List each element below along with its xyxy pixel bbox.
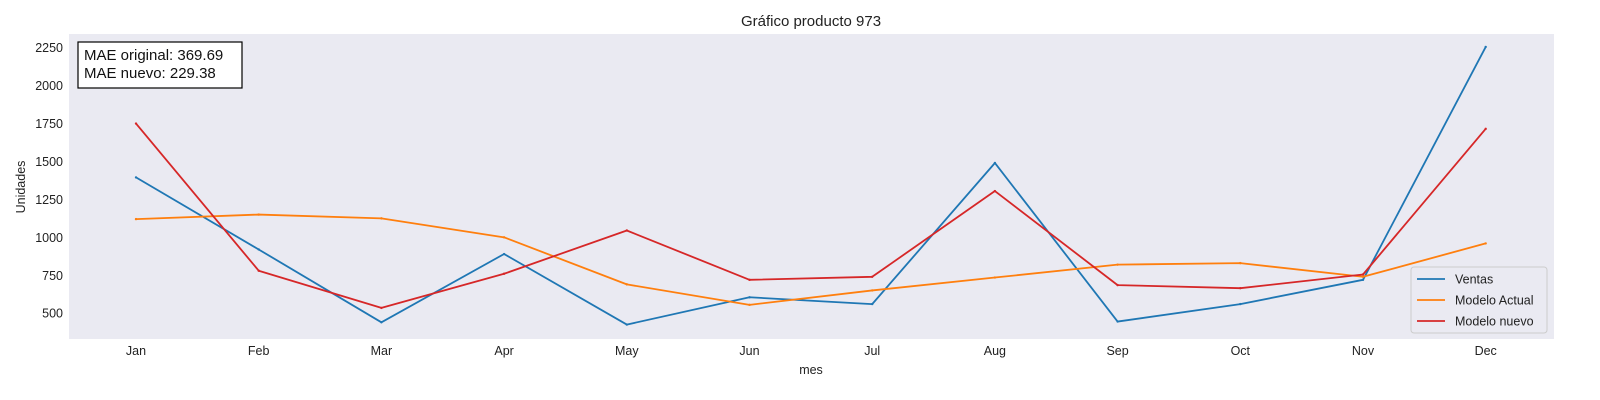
data-point	[134, 122, 138, 125]
data-point	[134, 217, 138, 221]
chart-marks	[134, 45, 1487, 326]
data-point	[1239, 302, 1242, 306]
data-point	[1116, 263, 1119, 266]
y-tick-label: 1750	[35, 117, 63, 131]
x-tick-label: Dec	[1475, 344, 1497, 358]
data-point	[502, 272, 506, 275]
y-axis-label: Unidades	[14, 161, 28, 214]
y-tick-label: 1000	[35, 231, 63, 245]
x-axis-label: mes	[799, 363, 823, 377]
x-tick-label: May	[615, 344, 639, 358]
legend: Ventas Modelo Actual Modelo nuevo	[1410, 266, 1548, 334]
data-point	[625, 229, 628, 232]
annotation-border	[77, 41, 243, 89]
x-tick-label: Mar	[371, 344, 393, 358]
data-point	[748, 296, 751, 299]
series-line-modelo-actual	[135, 213, 1486, 306]
x-tick-label: Sep	[1106, 344, 1128, 358]
mae-nuevo-text: MAE nuevo: 229.38	[84, 65, 216, 82]
data-point	[993, 189, 997, 193]
data-point	[871, 302, 874, 306]
data-point	[993, 276, 997, 279]
x-tick-label: Jun	[739, 344, 759, 358]
x-tick-label: Jan	[126, 344, 146, 358]
y-tick-label: 500	[42, 307, 63, 321]
data-point	[871, 275, 874, 278]
legend-label: Modelo Actual	[1455, 294, 1534, 308]
data-point	[1484, 127, 1487, 131]
series-line-ventas	[135, 46, 1487, 326]
data-point	[625, 283, 628, 286]
y-tick-label: 2000	[35, 79, 63, 93]
data-point	[993, 161, 997, 165]
x-tick-label: Feb	[248, 344, 270, 358]
data-point	[257, 269, 260, 272]
x-tick-label: Nov	[1352, 344, 1375, 358]
data-point	[1484, 242, 1487, 245]
x-tick-label: Jul	[864, 344, 880, 358]
data-point	[748, 303, 751, 307]
legend-label: Ventas	[1455, 273, 1493, 287]
y-tick-label: 1500	[35, 155, 63, 169]
data-point	[502, 236, 506, 239]
x-axis-ticks: Jan Feb Mar Apr May Jun Jul Aug Sep Oct Nov Dec	[126, 344, 1497, 358]
data-point	[871, 289, 874, 292]
data-point	[380, 217, 383, 220]
data-point	[380, 306, 383, 310]
y-axis-ticks: 500 750 1000 1250 1500 1750 2000 2250	[35, 41, 63, 321]
data-point	[1116, 320, 1119, 323]
data-point	[134, 176, 138, 179]
series-line-modelo-nuevo	[135, 122, 1487, 309]
data-point	[380, 321, 383, 324]
mae-annotation-box: MAE original: 369.69 MAE nuevo: 229.38	[77, 41, 243, 89]
legend-frame	[1410, 266, 1548, 334]
x-tick-label: Aug	[984, 344, 1006, 358]
data-point	[502, 252, 506, 256]
y-tick-label: 750	[42, 269, 63, 283]
chart-title: Gráfico producto 973	[741, 13, 881, 30]
legend-label: Modelo nuevo	[1455, 315, 1534, 329]
x-tick-label: Oct	[1231, 344, 1251, 358]
data-point	[625, 323, 628, 326]
data-point	[257, 213, 260, 216]
plot-area	[69, 34, 1554, 339]
data-point	[1239, 286, 1242, 290]
data-point	[1116, 283, 1119, 287]
data-point	[1361, 275, 1365, 278]
y-tick-label: 2250	[35, 41, 63, 55]
data-point	[748, 278, 751, 282]
data-point	[1361, 278, 1365, 282]
data-point	[1361, 273, 1365, 276]
data-point	[1239, 261, 1242, 265]
data-point	[1484, 45, 1487, 49]
data-point	[257, 248, 260, 251]
y-tick-label: 1250	[35, 193, 63, 207]
x-tick-label: Apr	[494, 344, 513, 358]
mae-original-text: MAE original: 369.69	[84, 47, 223, 64]
